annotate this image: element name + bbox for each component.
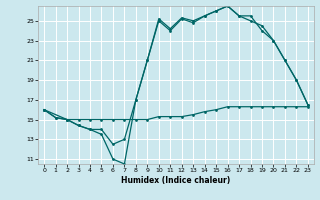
- X-axis label: Humidex (Indice chaleur): Humidex (Indice chaleur): [121, 176, 231, 185]
